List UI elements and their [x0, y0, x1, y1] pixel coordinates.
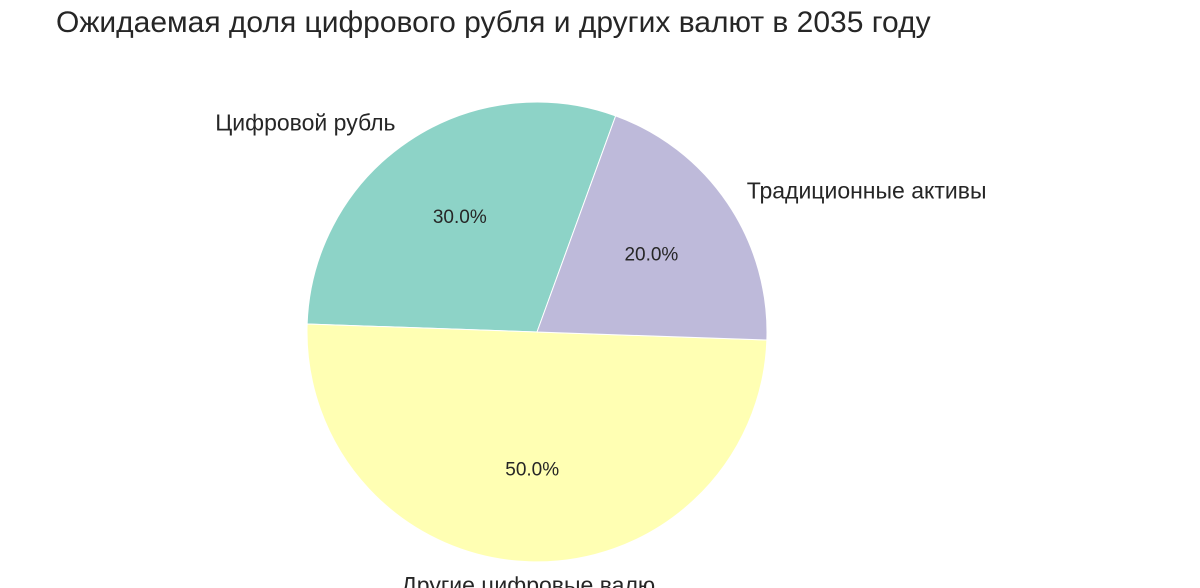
slice-percent-label: 30.0% [433, 207, 487, 228]
pie-slice [306, 323, 768, 563]
slice-percent-label: 50.0% [505, 459, 559, 480]
chart-title: Ожидаемая доля цифрового рубля и других … [56, 6, 931, 39]
pie-slice [536, 115, 768, 341]
slice-category-label: Традиционные активы [747, 178, 987, 204]
slice-percent-label: 20.0% [624, 244, 678, 265]
slice-category-label: Цифровой рубль [215, 109, 395, 135]
pie-slice [306, 101, 617, 333]
slice-category-label: Другие цифровые валю [401, 572, 655, 588]
